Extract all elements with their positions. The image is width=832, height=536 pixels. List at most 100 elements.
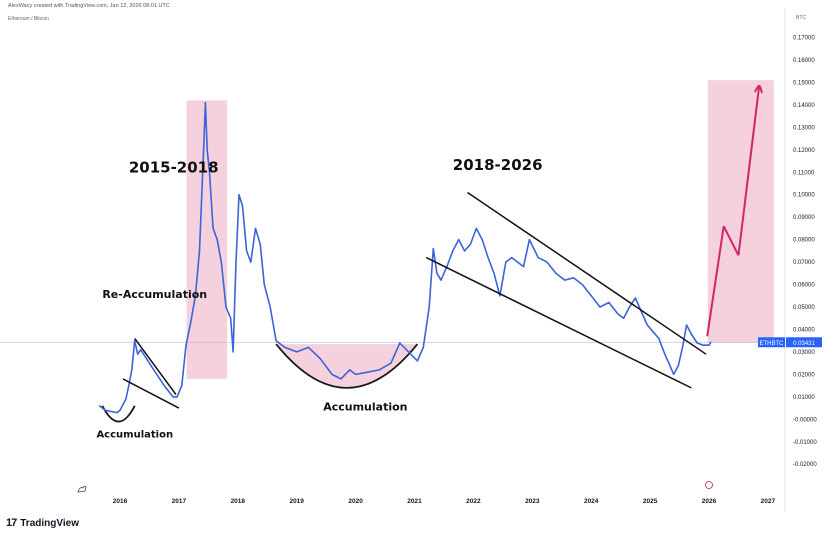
- price-point-37: [259, 243, 261, 245]
- y-tick-label-1: 0.16000: [793, 58, 815, 64]
- price-point-48: [355, 373, 357, 375]
- price-badge-symbol: ETHBTC: [760, 341, 785, 347]
- price-point-81: [590, 295, 592, 297]
- price-point-23: [206, 149, 208, 151]
- y-tick-label-10: 0.07000: [793, 260, 815, 266]
- y-tick-label-17: -0.00000: [793, 417, 817, 423]
- price-point-10: [140, 349, 142, 351]
- annotation-0: 2015-2018: [129, 158, 219, 176]
- price-point-83: [608, 301, 610, 304]
- price-point-39: [269, 306, 271, 308]
- brand[interactable]: 17 TradingView: [6, 517, 79, 529]
- price-point-17: [185, 344, 187, 346]
- price-point-27: [220, 261, 222, 263]
- price-point-78: [564, 279, 566, 281]
- price-point-31: [235, 261, 237, 263]
- price-point-13: [163, 385, 165, 387]
- dividend-marker-icon: [77, 485, 87, 493]
- price-point-4: [119, 409, 121, 411]
- y-tick-label-9: 0.08000: [793, 238, 815, 244]
- price-point-29: [230, 317, 232, 319]
- price-point-21: [203, 149, 205, 151]
- accumulation-arc-1: [275, 343, 419, 389]
- trend-line-0: [134, 338, 177, 396]
- price-point-71: [511, 257, 513, 259]
- x-tick-label-0: 2016: [113, 498, 128, 505]
- price-point-92: [664, 353, 666, 355]
- price-point-65: [475, 227, 477, 230]
- price-point-35: [250, 261, 252, 263]
- y-tick-label-2: 0.15000: [793, 80, 815, 86]
- y-tick-label-19: -0.02000: [793, 462, 817, 468]
- annotation-3: 2018-2026: [453, 156, 543, 174]
- annotation-4: Accumulation: [323, 400, 407, 413]
- price-point-55: [422, 346, 424, 349]
- price-point-38: [263, 283, 265, 286]
- price-point-24: [208, 171, 211, 173]
- price-point-77: [555, 272, 557, 274]
- price-point-89: [646, 324, 648, 326]
- price-point-66: [481, 239, 483, 241]
- brand-label: TradingView: [20, 517, 79, 529]
- price-point-15: [176, 396, 178, 398]
- price-point-70: [505, 261, 507, 263]
- price-point-6: [128, 385, 130, 387]
- price-point-43: [307, 346, 310, 349]
- y-tick-label-13: 0.04000: [793, 327, 815, 333]
- x-tick-label-1: 2017: [172, 498, 187, 505]
- price-point-54: [416, 360, 419, 362]
- symbol-label: Ethereum / Bitcoin: [8, 16, 49, 22]
- price-point-95: [677, 364, 679, 367]
- price-point-96: [681, 346, 684, 349]
- annotation-2: Accumulation: [96, 429, 173, 440]
- projection-line-4: [706, 226, 725, 337]
- price-point-98: [690, 333, 692, 335]
- y-tick-label-8: 0.09000: [793, 215, 815, 221]
- tradingview-logo-icon: 17: [6, 517, 17, 529]
- price-point-93: [668, 362, 670, 364]
- trend-line-2: [467, 191, 707, 355]
- y-tick-label-15: 0.02000: [793, 372, 815, 378]
- price-point-56: [428, 306, 430, 308]
- accumulation-arc-0: [101, 405, 136, 423]
- price-point-59: [440, 279, 442, 281]
- price-point-64: [469, 243, 472, 245]
- x-tick-label-7: 2023: [525, 498, 540, 505]
- trend-line-3: [425, 256, 692, 389]
- price-point-102: [710, 341, 712, 343]
- y-tick-label-16: 0.01000: [793, 395, 815, 401]
- price-point-73: [522, 265, 525, 268]
- price-point-67: [487, 257, 489, 259]
- price-point-62: [458, 239, 460, 241]
- price-point-91: [658, 337, 660, 340]
- price-point-84: [617, 313, 619, 315]
- price-point-8: [134, 340, 136, 342]
- price-point-30: [232, 351, 234, 353]
- price-point-9: [137, 353, 139, 355]
- price-point-28: [225, 306, 227, 308]
- projection-line-6: [737, 87, 759, 256]
- price-point-100: [702, 344, 704, 346]
- y-tick-label-4: 0.13000: [793, 125, 815, 131]
- price-point-101: [708, 344, 710, 346]
- price-point-5: [125, 398, 127, 400]
- price-point-40: [275, 340, 277, 342]
- price-point-76: [546, 261, 548, 263]
- price-point-85: [622, 317, 625, 319]
- price-badge-symbol-bg: [758, 337, 785, 348]
- price-point-68: [493, 272, 495, 274]
- price-point-51: [390, 362, 392, 364]
- y-tick-label-5: 0.12000: [793, 148, 815, 154]
- price-point-7: [131, 369, 133, 371]
- price-point-33: [241, 205, 244, 207]
- price-point-22: [204, 102, 207, 104]
- price-point-97: [686, 324, 688, 326]
- price-point-87: [634, 297, 636, 299]
- x-tick-label-11: 2027: [761, 498, 776, 505]
- price-point-45: [331, 373, 333, 375]
- price-point-1: [104, 409, 106, 411]
- price-point-25: [212, 227, 214, 230]
- y-tick-label-7: 0.10000: [793, 193, 815, 199]
- price-point-75: [537, 257, 539, 259]
